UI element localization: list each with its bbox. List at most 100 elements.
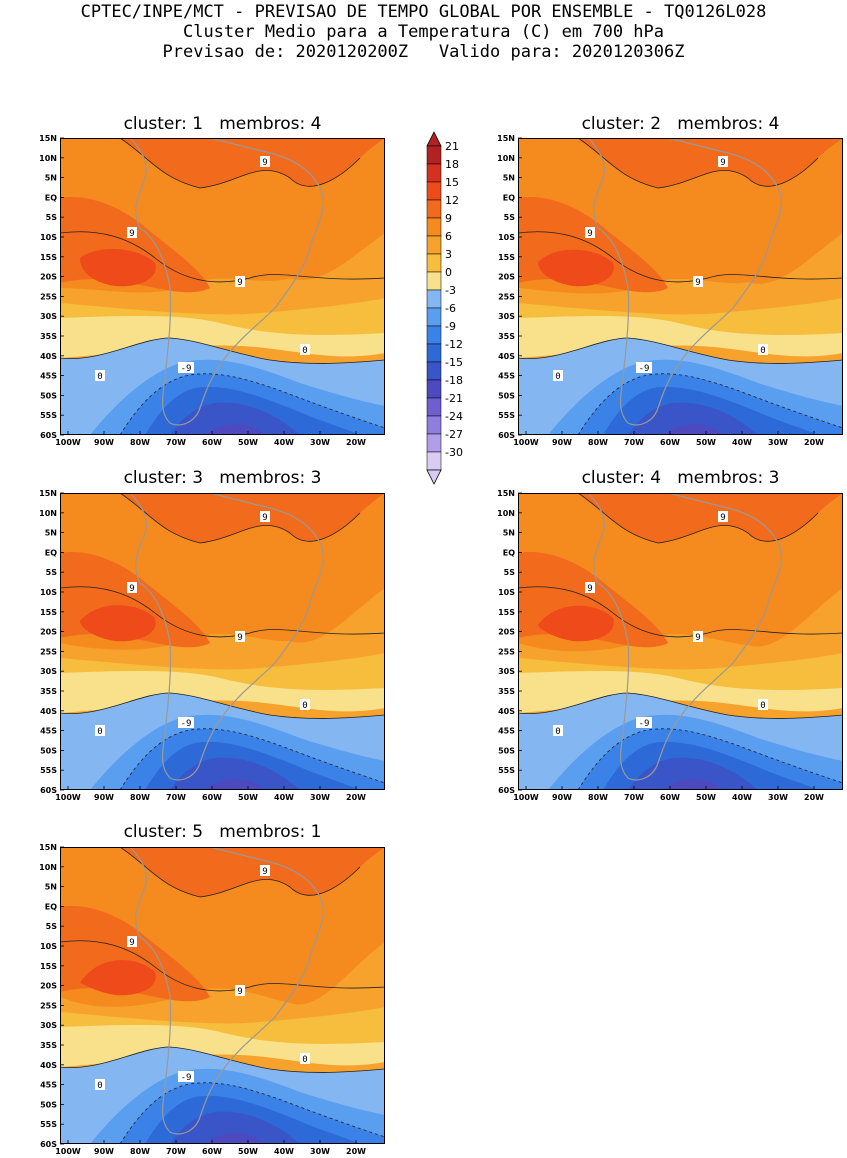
lat-tick-label: 25S [498,292,515,301]
lon-tick-label: 60W [660,438,680,447]
contour-9-north [119,138,361,189]
lon-tick-label: 80W [130,1147,150,1156]
contour-label-m9-box [636,717,652,728]
colorbar-swatch [426,343,442,363]
temp-band-15 [80,248,156,287]
colorbar-swatch [426,361,442,381]
lat-tick-label: 55S [40,766,57,775]
lat-tick-label: 10N [39,509,57,518]
contour-label-m9: -9 [639,719,650,729]
contour-label-9-box [127,936,137,947]
temp-band-12-north [120,493,385,543]
lat-tick-label: 50S [498,391,515,400]
lat-tick-label: EQ [45,548,57,557]
lat-tick-label: 15N [497,134,515,143]
contour-label-0-box [758,344,768,355]
contour-0 [518,337,843,364]
contour-label-9-box [585,227,595,238]
temp-band-12-north [120,847,385,897]
lon-tick-label: 50W [238,438,258,447]
lat-tick-label: 40S [498,707,515,716]
contour-label-0: 0 [97,1081,102,1091]
colorbar-swatch [426,235,442,255]
colorbar-swatch [426,181,442,201]
lon-tick-label: 90W [552,438,572,447]
lat-tick-label: 45S [40,727,57,736]
colorbar-label: 0 [445,266,452,279]
temp-band-m18 [663,424,723,435]
contour-label-0: 0 [555,727,560,737]
contour-0 [60,1046,385,1073]
panel-title-2: cluster: 2 membros: 4 [581,114,780,134]
contour-label-0: 0 [97,372,102,382]
contour-label-m9: -9 [181,364,192,374]
contour-label-0: 0 [97,727,102,737]
map-svg: 0 0 -9 9 9 9 15N 10N 5N EQ 5S 10S 15S 20S 25S 30S 35S 40S… [497,489,843,802]
lon-tick-label: 30W [310,438,330,447]
contour-9-north [577,138,819,189]
coastline [129,493,324,781]
contour-m9 [577,373,843,435]
contour-label-9-box [585,582,595,593]
contour-label-9: 9 [695,633,700,643]
lat-tick-label: 15N [39,489,57,498]
colorbar-label: -3 [445,284,456,297]
contour-label-0-box [758,699,768,710]
temp-band-m15 [170,402,300,435]
lat-tick-label: 15S [498,608,515,617]
contour-label-m9-box [636,362,652,373]
temp-band-15 [80,960,156,996]
lat-tick-label: 35S [498,687,515,696]
contour-label-0-box [300,699,310,710]
lon-tick-label: 40W [274,438,294,447]
lat-tick-label: 15S [40,253,57,262]
map-svg: 0 0 -9 9 9 9 15N 10N 5N EQ 5S 10S 15S 20S 25S 30S 35S 40S… [39,134,385,447]
contour-label-9-box [127,227,137,238]
lat-tick-label: 5N [45,529,57,538]
header-line-1: CPTEC/INPE/MCT - PREVISAO DE TEMPO GLOBA… [80,2,767,22]
contour-9-north [119,493,361,544]
contour-label-9: 9 [237,987,242,997]
temp-band-m15 [170,757,300,790]
contour-label-9-box [235,985,245,996]
lat-tick-label: 5S [46,922,58,931]
contour-0 [60,337,385,364]
contour-label-m9-box [178,1071,194,1082]
lon-tick-label: 60W [202,793,222,802]
contour-label-0-box [553,370,563,381]
colorbar-legend: 21 18 15 12 9 6 3 0 -3 -6 -9 -12 -15 -18 -21 -24 -27 -30 [424,130,474,490]
colorbar-swatch [426,199,442,219]
temp-band-12-north [120,138,385,188]
coastline [587,493,782,781]
contour-label-9-box [693,631,703,642]
lat-tick-label: 60S [40,786,57,795]
contour-label-0: 0 [555,372,560,382]
header-line-2: Cluster Medio para a Temperatura (C) em … [182,22,665,42]
contour-label-0-box [95,725,105,736]
contour-9-north [119,847,361,898]
contour-9 [60,586,385,638]
colorbar-label: -9 [445,320,456,333]
lat-tick-label: 5N [503,529,515,538]
lat-tick-label: 50S [498,746,515,755]
lat-tick-label: 15S [498,253,515,262]
lat-tick-label: 25S [40,647,57,656]
colorbar-label: -24 [445,410,463,423]
lat-tick-label: 10N [497,154,515,163]
contour-m9 [119,373,385,435]
coastline [129,847,324,1135]
contour-9 [518,231,843,283]
contour-label-0-box [95,1079,105,1090]
contour-label-m9-box [178,362,194,373]
lon-tick-label: 70W [166,1147,186,1156]
lon-tick-label: 40W [732,793,752,802]
contour-label-m9-box [178,717,194,728]
lat-tick-label: 60S [498,431,515,440]
colorbar-swatch [426,379,442,399]
lat-tick-label: 30S [498,667,515,676]
lat-tick-label: 15S [40,962,57,971]
colorbar-swatch [426,433,442,453]
contour-9 [518,586,843,638]
coastline [587,138,782,426]
lon-tick-label: 100W [55,1147,81,1156]
